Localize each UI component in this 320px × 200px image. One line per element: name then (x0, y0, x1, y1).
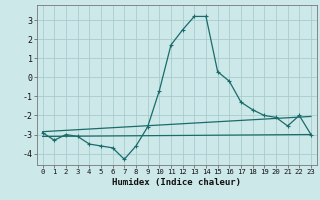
X-axis label: Humidex (Indice chaleur): Humidex (Indice chaleur) (112, 178, 241, 187)
